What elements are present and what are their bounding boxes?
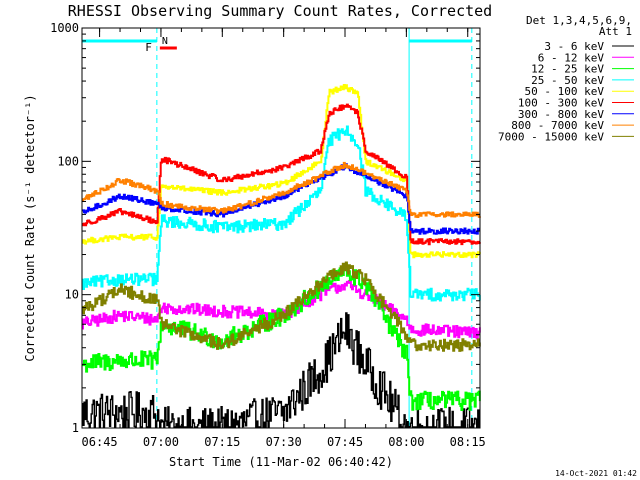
chart-title: RHESSI Observing Summary Count Rates, Co… — [68, 2, 492, 20]
series-line — [82, 262, 481, 411]
legend-entry-label: 50 - 100 keV — [525, 85, 605, 98]
legend-header: Det 1,3,4,5,6,9, — [526, 14, 632, 27]
x-tick-label: 07:15 — [204, 435, 240, 449]
y-tick-label: 10 — [65, 288, 79, 302]
flag-label-n: N — [162, 36, 168, 47]
series-line — [82, 312, 480, 428]
footer-timestamp: 14-Oct-2021 01:42 — [555, 469, 637, 478]
x-tick-label: 08:15 — [450, 435, 486, 449]
x-tick-label: 07:45 — [327, 435, 363, 449]
series-line — [82, 261, 481, 352]
legend-entry-label: 6 - 12 keV — [538, 51, 605, 64]
legend-entry-label: 12 - 25 keV — [531, 63, 604, 76]
series-line — [82, 103, 481, 246]
legend-entry-label: 100 - 300 keV — [518, 97, 604, 110]
legend-entry-label: 800 - 7000 keV — [511, 119, 604, 132]
x-axis: 06:45 07:00 07:15 07:30 07:45 08:00 08:15 — [82, 28, 486, 449]
x-tick-label: 06:45 — [82, 435, 118, 449]
y-tick-label: 1000 — [50, 21, 79, 35]
y-axis-label: Corrected Count Rate (s⁻¹ detector⁻¹) — [23, 94, 37, 361]
y-axis: 1 10 100 1000 — [50, 21, 480, 435]
series-line — [82, 125, 481, 302]
x-tick-label: 07:00 — [143, 435, 179, 449]
series-line — [82, 84, 481, 259]
legend-entry-label: 25 - 50 keV — [531, 74, 604, 87]
legend-header: Att 1 — [599, 25, 632, 38]
series-layer — [82, 84, 481, 428]
x-tick-label: 08:00 — [388, 435, 424, 449]
series-line — [82, 163, 480, 235]
legend-entry-label: 300 - 800 keV — [518, 108, 604, 121]
plot-frame — [81, 27, 481, 429]
legend-entry-label: 3 - 6 keV — [544, 40, 604, 53]
flag-label-f: F — [145, 41, 152, 54]
y-tick-label: 100 — [57, 154, 79, 168]
y-tick-label: 1 — [72, 421, 79, 435]
legend-entry-label: 7000 - 15000 keV — [498, 130, 604, 143]
x-axis-label: Start Time (11-Mar-02 06:40:42) — [169, 455, 393, 469]
series-line — [82, 161, 481, 218]
x-tick-label: 07:30 — [266, 435, 302, 449]
